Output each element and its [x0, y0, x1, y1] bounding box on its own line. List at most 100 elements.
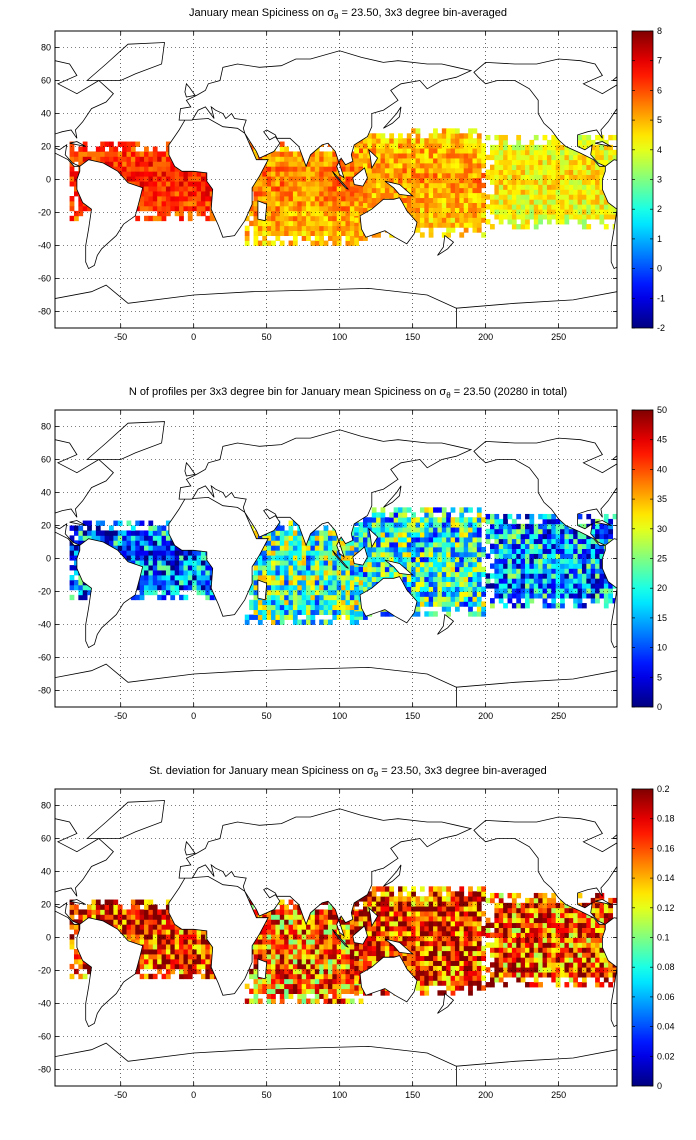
data-cell	[384, 143, 390, 149]
data-cell	[402, 197, 408, 203]
data-cell	[187, 215, 193, 222]
data-cell	[148, 954, 154, 960]
data-cell	[144, 191, 149, 197]
data-cell	[415, 527, 421, 533]
data-cell	[459, 133, 465, 139]
data-cell	[327, 230, 333, 236]
data-cell	[542, 174, 548, 180]
data-cell	[503, 583, 508, 589]
data-cell	[266, 196, 272, 202]
data-cell	[481, 566, 487, 573]
data-cell	[139, 161, 145, 167]
data-cell	[358, 153, 364, 159]
data-cell	[354, 192, 360, 199]
data-cell	[389, 556, 395, 563]
data-cell	[564, 184, 570, 190]
data-cell	[327, 156, 333, 162]
data-cell	[183, 929, 189, 935]
data-cell	[551, 199, 557, 205]
coastline	[352, 167, 368, 187]
data-cell	[494, 568, 500, 574]
data-cell	[551, 134, 557, 141]
data-cell	[472, 581, 478, 587]
data-cell	[568, 169, 574, 175]
data-cell	[581, 558, 587, 564]
data-cell	[498, 149, 504, 156]
data-cell	[450, 148, 456, 154]
data-cell	[306, 609, 311, 615]
data-cell	[306, 599, 311, 606]
data-cell	[525, 144, 530, 151]
data-cell	[341, 191, 346, 197]
data-cell	[419, 207, 425, 213]
data-cell	[520, 194, 526, 200]
data-cell	[389, 551, 395, 558]
data-cell	[183, 939, 189, 945]
data-cell	[398, 571, 403, 578]
data-cell	[533, 523, 539, 530]
data-cell	[516, 184, 522, 190]
data-cell	[538, 553, 543, 559]
data-cell	[354, 594, 360, 601]
data-cell	[249, 968, 254, 975]
data-cell	[323, 570, 329, 576]
data-cell	[603, 149, 609, 156]
data-cell	[319, 200, 324, 207]
data-cell	[581, 209, 587, 215]
data-cell	[135, 545, 141, 551]
data-cell	[468, 192, 473, 199]
data-cell	[595, 578, 600, 584]
data-cell	[310, 540, 316, 546]
data-cell	[301, 200, 307, 207]
data-cell	[292, 614, 298, 620]
data-cell	[411, 561, 416, 568]
data-cell	[590, 598, 596, 604]
colorbar-tick-label: 8	[657, 26, 662, 36]
data-cell	[139, 151, 145, 157]
data-cell	[551, 563, 557, 569]
data-cell	[529, 164, 535, 170]
data-cell	[152, 530, 158, 536]
data-cell	[498, 598, 504, 604]
data-cell	[314, 220, 320, 227]
data-cell	[257, 599, 263, 606]
data-cell	[161, 934, 167, 940]
data-cell	[411, 212, 416, 218]
data-cell	[367, 182, 373, 189]
data-cell	[411, 163, 416, 169]
data-cell	[551, 533, 557, 540]
data-cell	[288, 200, 294, 207]
data-cell	[78, 963, 84, 970]
data-cell	[433, 551, 438, 558]
data-cell	[389, 527, 395, 533]
data-cell	[341, 599, 346, 606]
data-cell	[581, 199, 587, 205]
data-cell	[284, 230, 289, 236]
data-cell	[450, 202, 456, 208]
data-cell	[341, 161, 346, 167]
data-cell	[157, 575, 162, 581]
data-cell	[139, 156, 145, 162]
data-cell	[157, 949, 162, 955]
data-cell	[415, 542, 421, 548]
y-tick-label: 0	[46, 175, 51, 185]
data-cell	[411, 566, 416, 573]
data-cell	[459, 222, 465, 228]
data-cell	[393, 158, 399, 164]
data-cell	[152, 540, 158, 546]
data-cell	[148, 914, 154, 920]
data-cell	[69, 196, 75, 202]
data-cell	[200, 210, 206, 217]
data-cell	[144, 205, 149, 212]
data-cell	[437, 202, 443, 208]
data-cell	[336, 599, 342, 606]
data-cell	[179, 594, 184, 601]
data-cell	[165, 186, 171, 192]
data-cell	[297, 530, 303, 536]
data-cell	[468, 158, 473, 164]
data-cell	[183, 954, 189, 960]
data-cell	[82, 151, 88, 157]
data-cell	[332, 151, 338, 157]
data-cell	[424, 556, 430, 563]
data-cell	[266, 535, 272, 541]
